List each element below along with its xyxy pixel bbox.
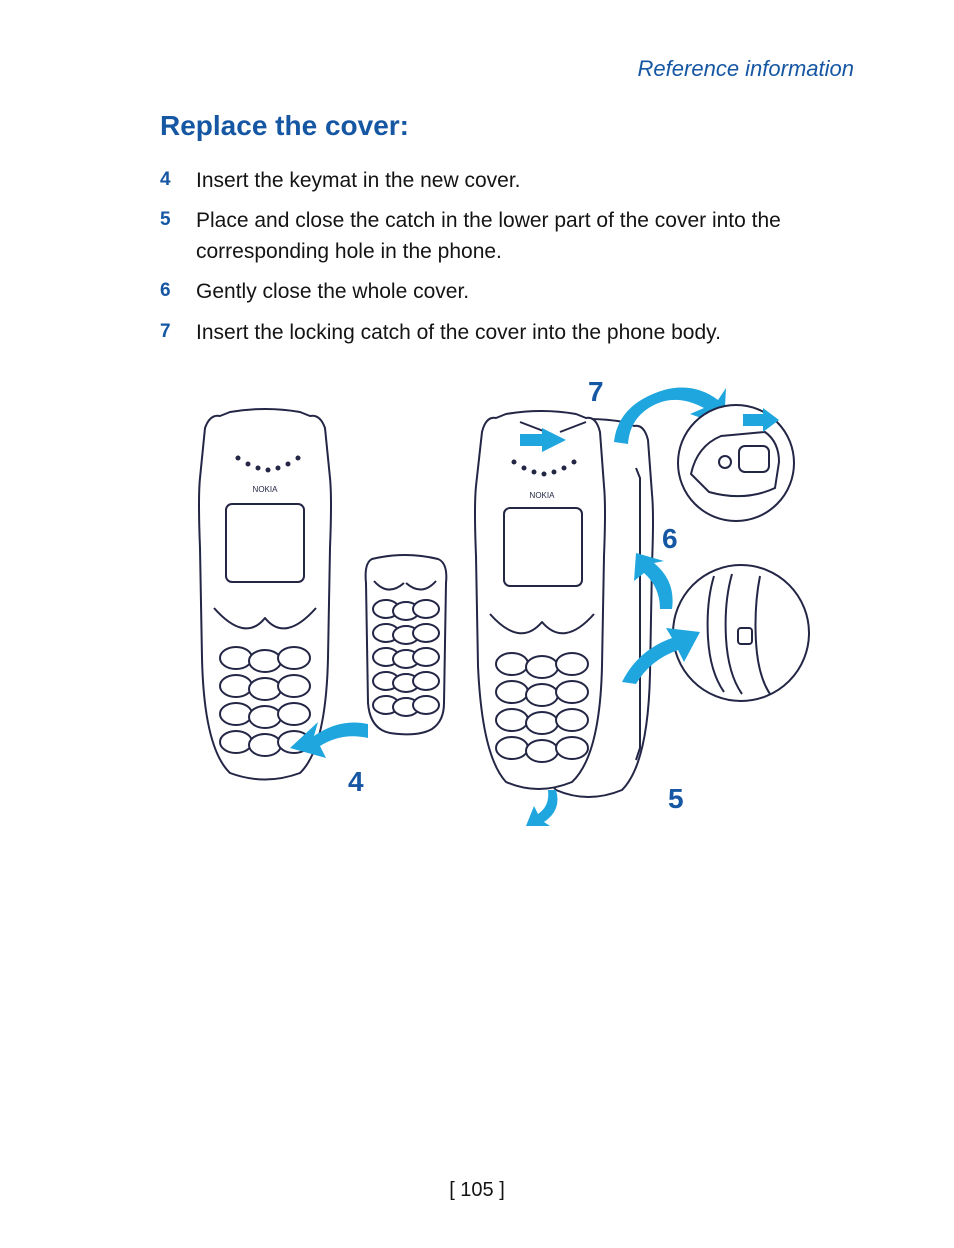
step-text: Insert the locking catch of the cover in… [196, 318, 854, 348]
step-text: Insert the keymat in the new cover. [196, 166, 854, 196]
step-item: 4 Insert the keymat in the new cover. [160, 166, 854, 196]
step-number: 4 [160, 166, 196, 194]
brand-label: NOKIA [253, 485, 279, 494]
step-item: 7 Insert the locking catch of the cover … [160, 318, 854, 348]
step-text: Place and close the catch in the lower p… [196, 206, 854, 267]
page-number: [ 105 ] [0, 1179, 954, 1202]
step-item: 5 Place and close the catch in the lower… [160, 206, 854, 267]
header-reference: Reference information [160, 56, 854, 82]
keymat [360, 553, 450, 738]
step-number: 7 [160, 318, 196, 346]
arrow-to-detail-6 [618, 626, 702, 695]
page-heading: Replace the cover: [160, 110, 854, 142]
callout-7: 7 [588, 376, 604, 408]
detail-circle-top [675, 402, 797, 524]
step-text: Gently close the whole cover. [196, 277, 854, 307]
step-item: 6 Gently close the whole cover. [160, 277, 854, 307]
callout-4: 4 [348, 766, 364, 798]
arrow-5 [514, 786, 564, 835]
step-list: 4 Insert the keymat in the new cover. 5 … [160, 166, 854, 348]
arrow-inner-top [518, 426, 568, 459]
assembly-diagram: NOKIA [180, 388, 820, 848]
step-number: 6 [160, 277, 196, 305]
step-number: 5 [160, 206, 196, 234]
callout-5: 5 [668, 783, 684, 815]
brand-label: NOKIA [530, 491, 556, 500]
callout-6: 6 [662, 523, 678, 555]
